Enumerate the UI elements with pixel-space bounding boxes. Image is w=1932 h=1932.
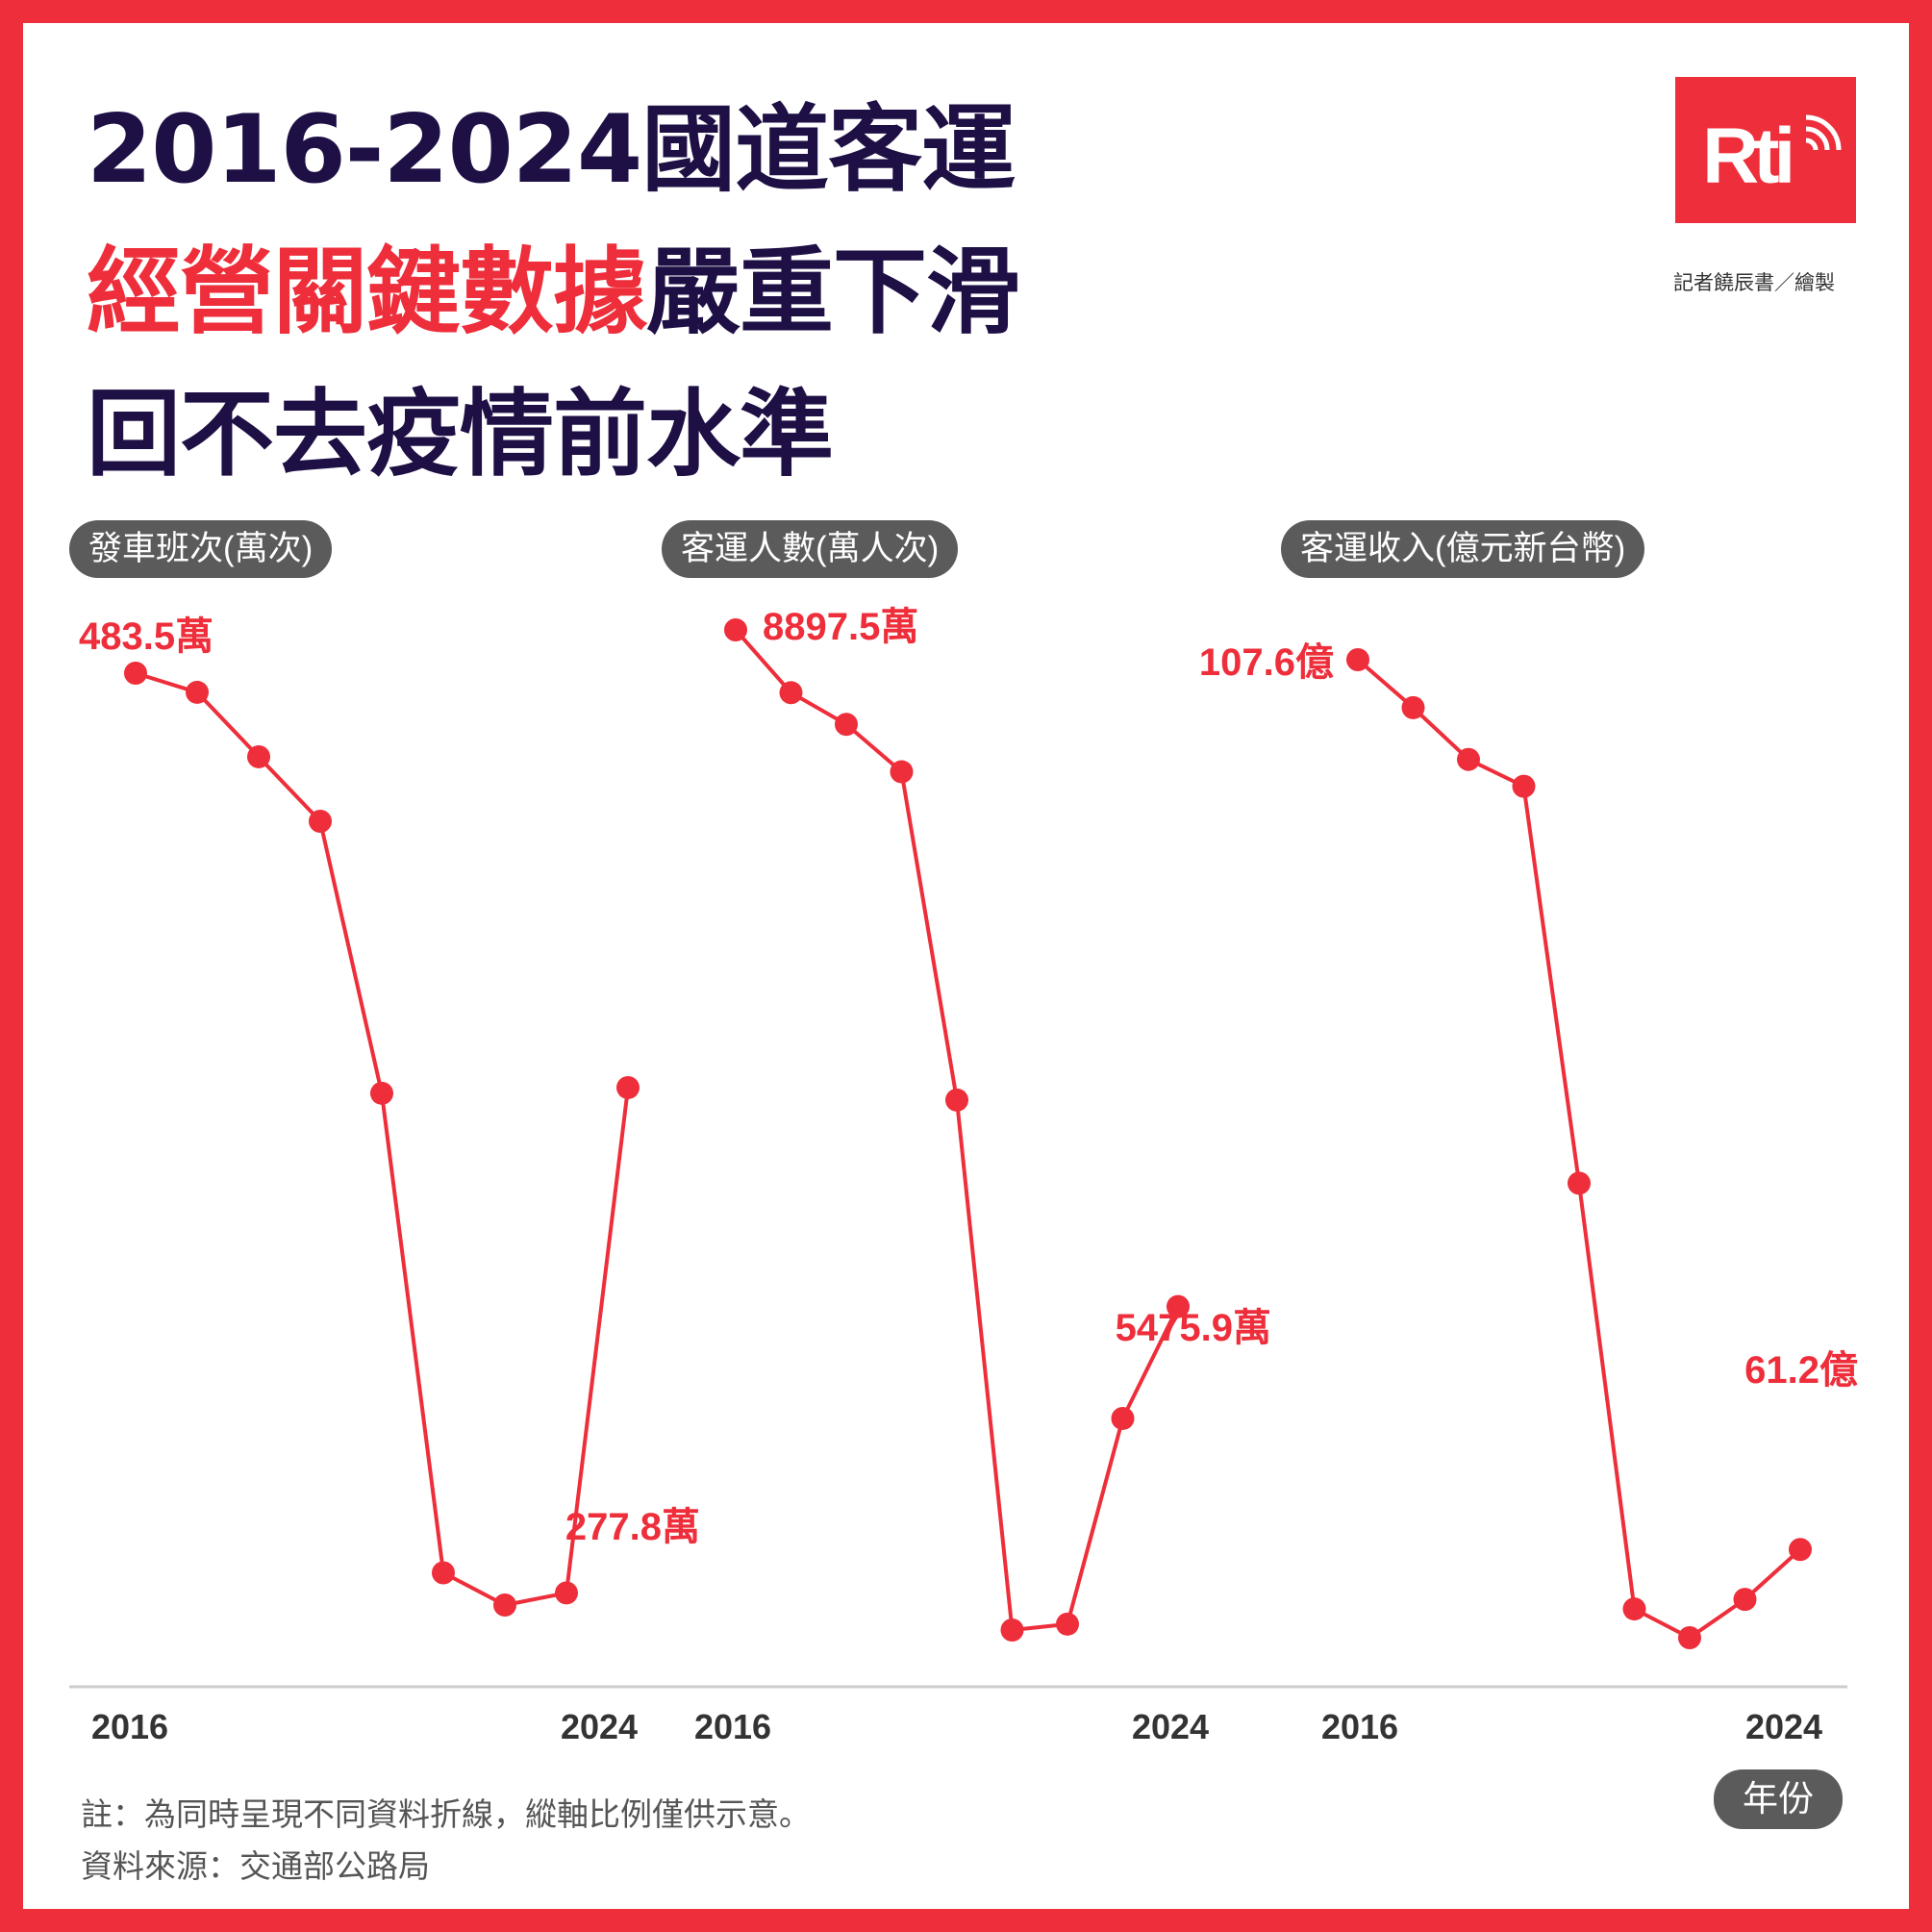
chart-1-point-2023 xyxy=(555,1581,578,1605)
chart-1-point-2022 xyxy=(493,1593,516,1617)
chart-3-series-line xyxy=(1356,658,1802,1640)
chart-1-point-2020 xyxy=(370,1081,393,1105)
page-title: 2016-2024國道客運 經營關鍵數據嚴重下滑 回不去疫情前水準 xyxy=(87,79,1020,506)
chart-3-x-tick-2016: 2016 xyxy=(1321,1707,1398,1746)
chart-2-point-2022 xyxy=(1056,1612,1079,1636)
x-axis-unit-pill: 年份 xyxy=(1714,1769,1843,1829)
chart-3-point-2023 xyxy=(1733,1588,1757,1612)
chart-2-x-tick-2024: 2024 xyxy=(1132,1707,1209,1746)
source-note: 資料來源：交通部公路局 xyxy=(81,1848,430,1884)
rti-logo: Rti xyxy=(1675,77,1856,223)
chart-3-point-2018 xyxy=(1457,747,1480,771)
chart-1-x-tick-2024: 2024 xyxy=(561,1707,638,1746)
chart-2-point-2023 xyxy=(1111,1406,1135,1430)
chart-3-point-2021 xyxy=(1622,1597,1646,1621)
chart-3-point-2024 xyxy=(1789,1538,1812,1562)
chart-1-point-2016 xyxy=(124,662,147,685)
chart-2-series-line xyxy=(734,628,1180,1632)
chart-3-point-2019 xyxy=(1512,774,1536,798)
chart-1-point-2024 xyxy=(616,1075,640,1099)
chart-3-title-pill: 客運收入(億元新台幣) xyxy=(1281,520,1645,578)
chart-1-point-2017 xyxy=(186,680,209,704)
chart-1-data-label-1: 483.5萬 xyxy=(79,615,213,658)
chart-3-data-label-2: 61.2億 xyxy=(1744,1349,1858,1392)
chart-1-title-pill: 發車班次(萬次) xyxy=(69,520,333,578)
chart-2-point-2018 xyxy=(835,713,858,737)
chart-3-point-2017 xyxy=(1401,695,1425,719)
credit-text: 記者饒辰書／繪製 xyxy=(1673,272,1835,294)
chart-2-point-2019 xyxy=(890,760,914,784)
chart-2-point-2021 xyxy=(1000,1618,1024,1642)
chart-1-point-2018 xyxy=(247,744,270,768)
chart-2-point-2020 xyxy=(945,1088,968,1112)
chart-2-data-label-1: 8897.5萬 xyxy=(763,606,918,648)
chart-3-point-2016 xyxy=(1346,648,1369,671)
footnote: 註：為同時呈現不同資料折線，縱軸比例僅供示意。 xyxy=(81,1796,811,1832)
title-line-2-rest: 嚴重下滑 xyxy=(646,238,1020,347)
chart-2-point-2017 xyxy=(779,681,803,705)
chart-1-point-2019 xyxy=(309,809,332,833)
chart-2-title-pill: 客運人數(萬人次) xyxy=(662,520,959,578)
chart-1-series-line xyxy=(135,671,630,1607)
chart-1-point-2021 xyxy=(432,1561,455,1585)
chart-3-x-tick-2024: 2024 xyxy=(1745,1707,1822,1746)
chart-1-data-label-2: 277.8萬 xyxy=(565,1506,700,1548)
chart-2-point-2016 xyxy=(724,618,747,641)
chart-3-data-label-1: 107.6億 xyxy=(1199,641,1334,684)
chart-1-x-tick-2016: 2016 xyxy=(91,1707,168,1746)
chart-3-point-2020 xyxy=(1568,1171,1591,1195)
chart-2-point-2024 xyxy=(1167,1294,1190,1318)
title-line-1: 2016-2024國道客運 xyxy=(87,95,1016,205)
chart-2-data-label-2: 5475.9萬 xyxy=(1116,1307,1271,1349)
chart-3-point-2022 xyxy=(1678,1626,1701,1649)
broadcast-icon xyxy=(1805,114,1842,151)
title-highlight: 經營關鍵數據 xyxy=(87,238,647,347)
title-line-3: 回不去疫情前水準 xyxy=(87,380,834,489)
logo-text: Rti xyxy=(1702,113,1795,200)
chart-2-x-tick-2016: 2016 xyxy=(694,1707,771,1746)
